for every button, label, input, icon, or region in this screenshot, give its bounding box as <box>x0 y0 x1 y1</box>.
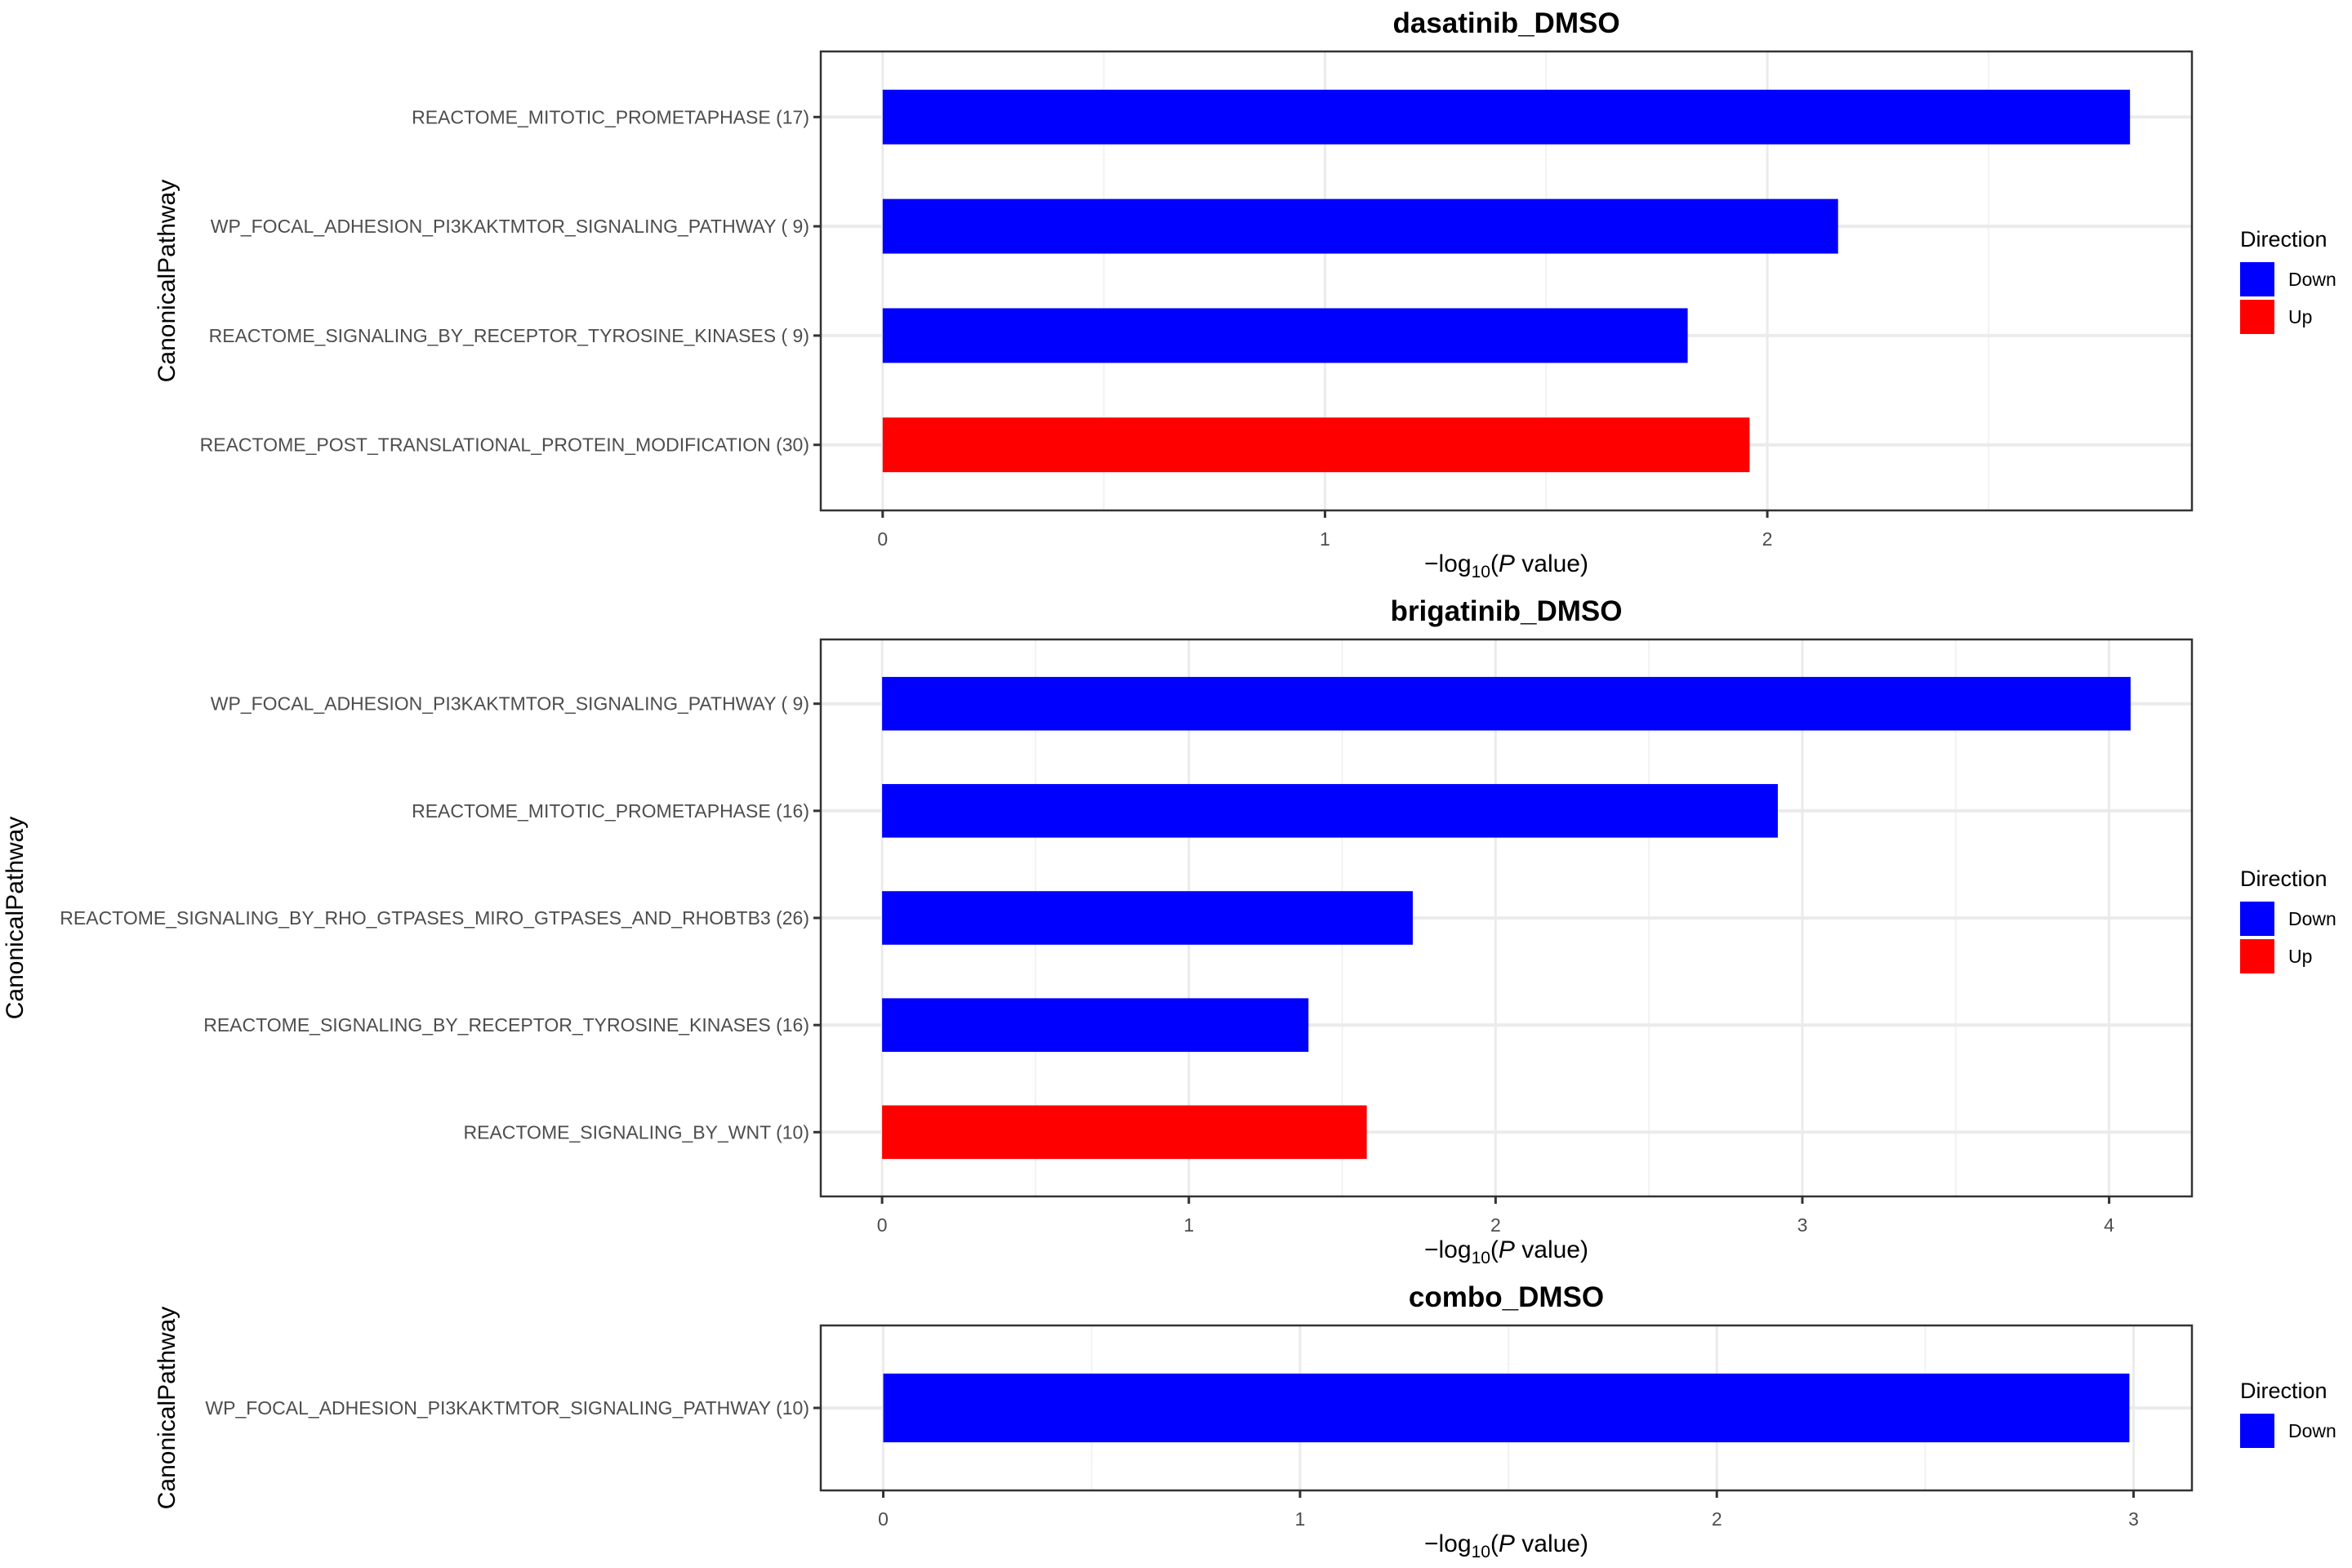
facet-panel-dasatinib-dmso: REACTOME_MITOTIC_PROMETAPHASE (17) WP_FOC… <box>154 7 2336 581</box>
y-tick-label: REACTOME_POST_TRANSLATIONAL_PROTEIN_MODI… <box>200 434 809 456</box>
bar-down <box>882 891 1413 945</box>
legend-label-down: Down <box>2288 269 2336 290</box>
x-tick-label: 2 <box>1490 1214 1501 1236</box>
x-axis-title: −log10(P value) <box>1424 1530 1588 1561</box>
y-axis-title: CanonicalPathway <box>154 1307 180 1509</box>
bar-down <box>882 89 2131 145</box>
bar-down <box>882 308 1688 363</box>
legend-key-up <box>2240 300 2274 334</box>
y-tick-label: REACTOME_MITOTIC_PROMETAPHASE (17) <box>412 106 809 127</box>
y-tick-label: REACTOME_SIGNALING_BY_WNT (10) <box>464 1121 809 1143</box>
x-axis-title: −log10(P value) <box>1424 1236 1588 1267</box>
x-tick-label: 4 <box>2104 1214 2114 1236</box>
legend-label-up: Up <box>2288 946 2312 967</box>
x-tick-label: 1 <box>1320 528 1330 550</box>
legend: Direction Down <box>2240 1379 2336 1448</box>
y-tick-label: WP_FOCAL_ADHESION_PI3KAKTMTOR_SIGNALING_… <box>211 693 809 715</box>
legend-key-down <box>2240 262 2274 296</box>
panel-title: dasatinib_DMSO <box>1392 7 1619 39</box>
legend-title: Direction <box>2240 1379 2328 1403</box>
bar-down <box>882 784 1778 838</box>
y-tick-label: REACTOME_SIGNALING_BY_RECEPTOR_TYROSINE_… <box>209 325 809 346</box>
bar-down <box>882 676 2131 731</box>
y-tick-label: WP_FOCAL_ADHESION_PI3KAKTMTOR_SIGNALING_… <box>205 1397 809 1419</box>
y-tick-label: REACTOME_SIGNALING_BY_RHO_GTPASES_MIRO_G… <box>60 907 809 929</box>
x-tick-label: 3 <box>1797 1214 1808 1236</box>
bar-up <box>882 1105 1367 1160</box>
legend-key-down <box>2240 902 2274 936</box>
y-tick-label: WP_FOCAL_ADHESION_PI3KAKTMTOR_SIGNALING_… <box>211 216 809 237</box>
x-tick-label: 1 <box>1294 1508 1305 1530</box>
legend-key-up <box>2240 939 2274 973</box>
legend: Direction Down Up <box>2240 227 2336 334</box>
legend-label-down: Down <box>2288 1420 2336 1441</box>
legend-key-down <box>2240 1414 2274 1448</box>
x-axis-title: −log10(P value) <box>1424 550 1588 581</box>
x-tick-label: 2 <box>1762 528 1773 550</box>
legend-title: Direction <box>2240 227 2328 252</box>
panel-title: combo_DMSO <box>1409 1281 1604 1313</box>
x-tick-label: 0 <box>877 528 888 550</box>
y-tick-label: REACTOME_SIGNALING_BY_RECEPTOR_TYROSINE_… <box>203 1014 809 1036</box>
panel-title: brigatinib_DMSO <box>1391 595 1623 627</box>
facet-panel-combo-dmso: WP_FOCAL_ADHESION_PI3KAKTMTOR_SIGNALING_… <box>154 1281 2336 1561</box>
legend-label-down: Down <box>2288 908 2336 929</box>
y-axis-title: CanonicalPathway <box>154 180 180 382</box>
legend-label-up: Up <box>2288 306 2312 327</box>
y-axis-title: CanonicalPathway <box>2 817 29 1019</box>
bar-up <box>882 417 1750 473</box>
bar-down <box>882 998 1309 1052</box>
legend: Direction Down Up <box>2240 866 2336 973</box>
x-tick-label: 1 <box>1183 1214 1194 1236</box>
x-tick-label: 0 <box>878 1508 889 1530</box>
legend-title: Direction <box>2240 866 2328 891</box>
x-tick-label: 2 <box>1712 1508 1722 1530</box>
facet-panel-brigatinib-dmso: WP_FOCAL_ADHESION_PI3KAKTMTOR_SIGNALING_… <box>2 595 2336 1267</box>
x-tick-label: 3 <box>2128 1508 2139 1530</box>
y-tick-label: REACTOME_MITOTIC_PROMETAPHASE (16) <box>412 800 809 822</box>
bar-down <box>883 1373 2130 1443</box>
panel-border <box>819 50 2194 512</box>
x-tick-label: 0 <box>877 1214 888 1236</box>
panels: REACTOME_MITOTIC_PROMETAPHASE (17) WP_FOC… <box>2 7 2336 1561</box>
bar-down <box>882 198 1838 254</box>
